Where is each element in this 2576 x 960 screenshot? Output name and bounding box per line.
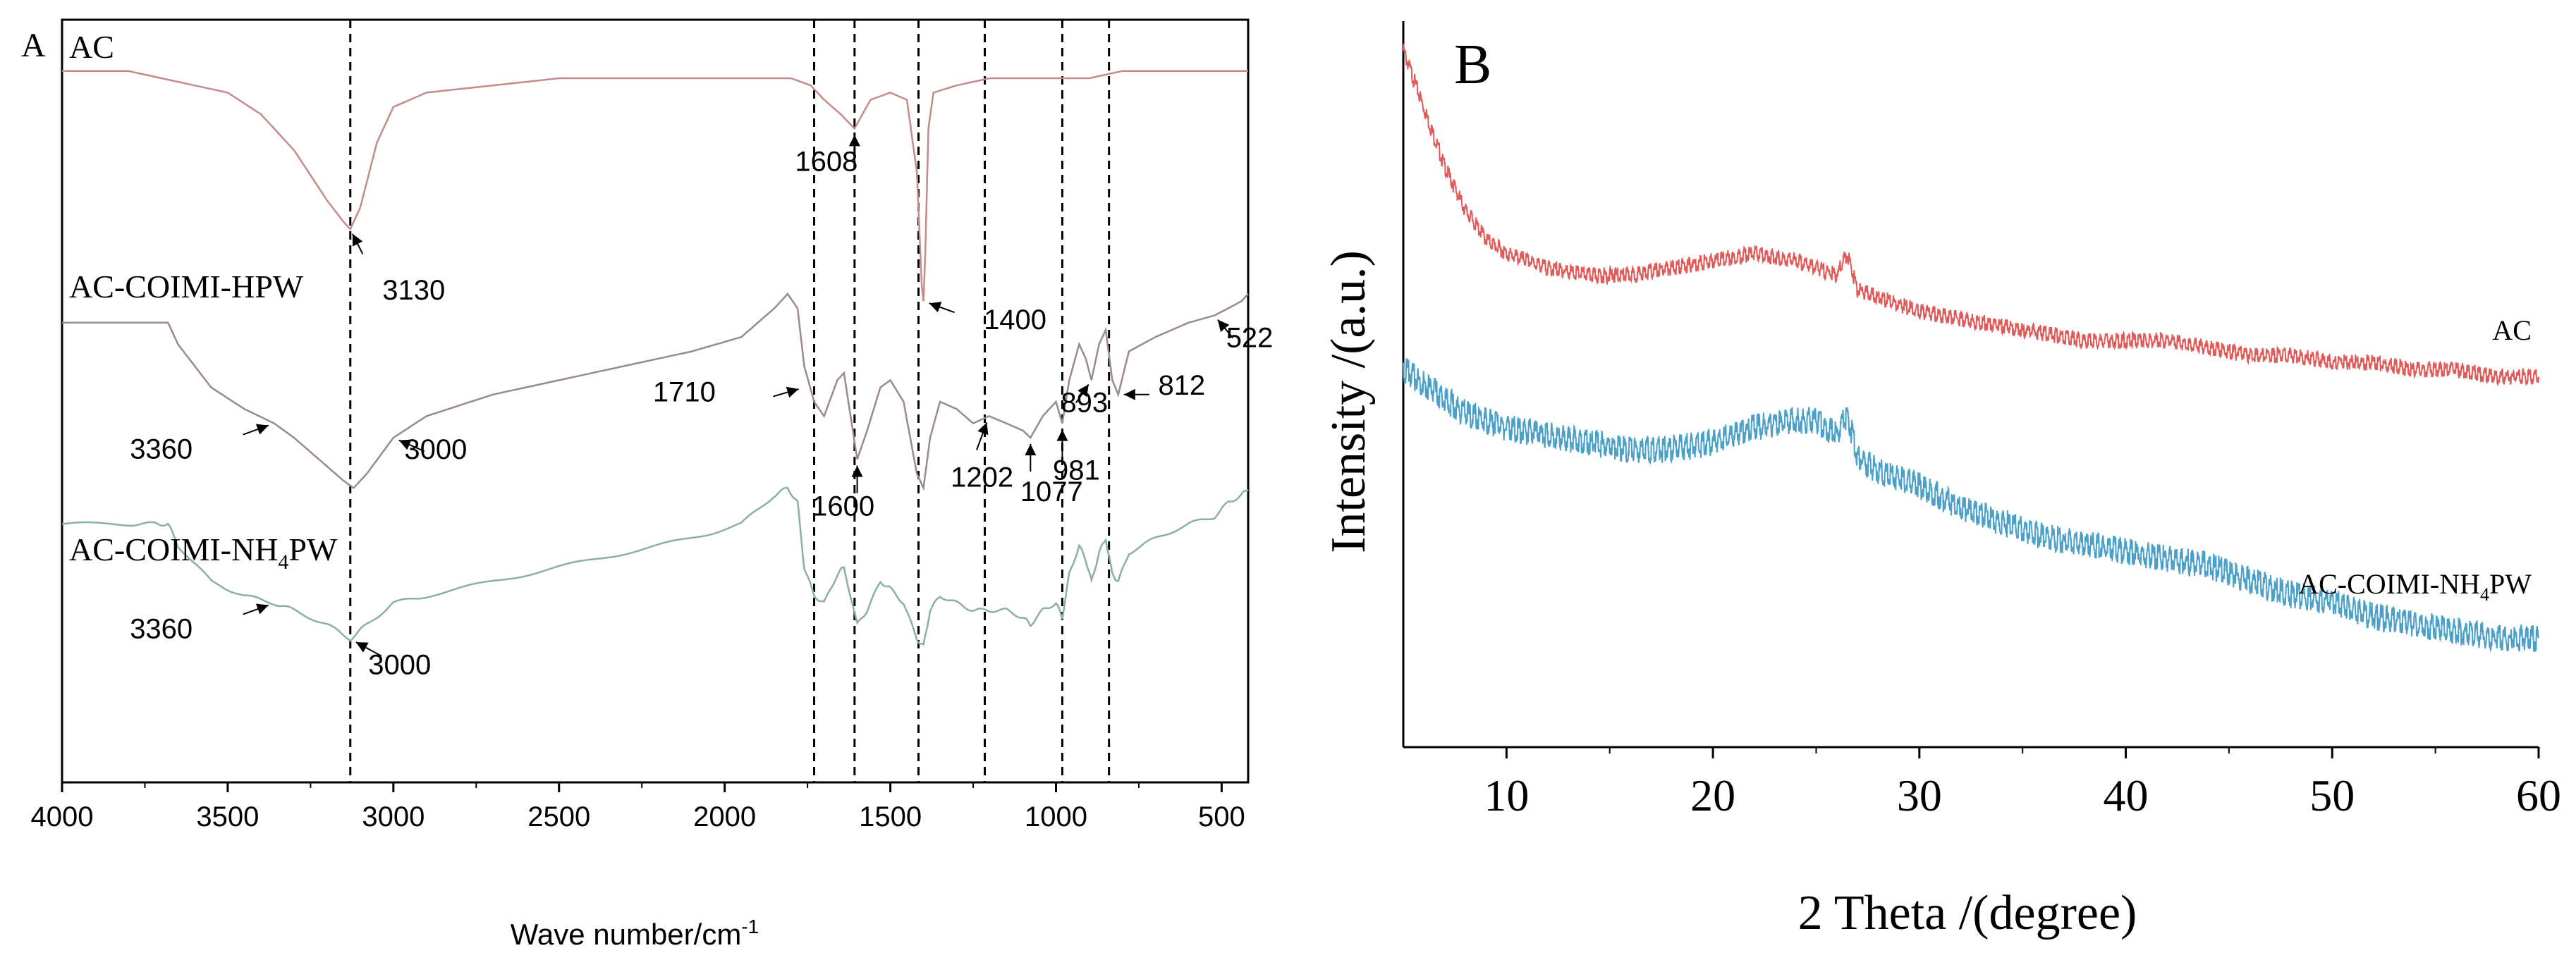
panel-a-x-tick-label: 3500 (196, 801, 259, 832)
panel-a-annotation-label: 812 (1158, 370, 1205, 401)
panel-a-annotation-label: 1600 (812, 491, 874, 522)
panel-b-series-label-nh4pw: AC-COIMI-NH4PW (2298, 568, 2532, 605)
panel-a-series-label-hpw: AC-COIMI-HPW (69, 269, 304, 304)
panel-a-annotation-label: 3000 (368, 650, 431, 681)
panel-b-series-label-nh4pw-sub: 4 (2480, 584, 2489, 605)
panel-a-annotation-label: 3360 (130, 434, 193, 465)
panel-b-x-axis: 10 20 30 40 50 60 (1484, 747, 2561, 820)
panel-a-annotation-arrowhead (255, 603, 269, 615)
panel-a-x-tick-label: 500 (1198, 801, 1245, 832)
panel-a-annotation-label: 1710 (653, 377, 716, 408)
panel-a-annotation-arrowhead (977, 422, 989, 436)
panel-a-annotation-label: 1400 (984, 304, 1046, 336)
panel-a-annotation-arrowhead (929, 302, 942, 313)
panel-b-x-tick-label: 40 (2104, 770, 2149, 820)
panel-a-annotation-arrowhead (355, 642, 369, 653)
panel-a-annotation-arrowhead (1078, 384, 1089, 398)
panel-b-x-tick-label: 20 (1690, 770, 1735, 820)
panel-a-series-line-ac-coimi-nh4pw (61, 486, 1249, 646)
panel-a-annotation-arrowhead (1056, 429, 1068, 441)
panel-a-annotation-label: 1608 (795, 146, 857, 177)
panel-b-series-label-nh4pw-prefix: AC-COIMI-NH (2298, 568, 2480, 600)
panel-a-annotation-label: 981 (1053, 455, 1100, 486)
panel-a-series-label-hpw-text: AC-COIMI-HPW (69, 269, 304, 304)
panel-a-annotation-label: 1077 (1020, 476, 1083, 507)
panel-a-annotation-arrowhead (786, 386, 799, 398)
panel-a-annotation-label: 3360 (130, 614, 193, 645)
panel-a-x-axis-title: Wave number/cm-1 (511, 916, 759, 951)
panel-a-label: A (21, 27, 46, 64)
panel-a-series-label-nh4pw-prefix: AC-COIMI-NH (69, 531, 278, 567)
panel-b-series (1403, 44, 2539, 653)
panel-b-x-tick-label: 60 (2516, 770, 2561, 820)
panel-b-y-axis-title: Intensity /(a.u.) (1321, 250, 1376, 553)
panel-a-x-axis-title-text: Wave number/cm (511, 918, 742, 951)
panel-a-x-tick-label: 1000 (1025, 801, 1087, 832)
panel-b-x-axis-title: 2 Theta /(degree) (1798, 886, 2137, 940)
panel-a-annotation-label: 3000 (404, 434, 467, 465)
panel-b-x-tick-label: 30 (1897, 770, 1942, 820)
panel-a-annotation-arrowhead (352, 233, 363, 247)
panel-a-x-tick-label: 2000 (693, 801, 756, 832)
panel-a-x-tick-label: 3000 (362, 801, 425, 832)
panel-b-series-label-nh4pw-suffix: PW (2489, 568, 2532, 600)
panel-a-annotation-arrowhead (255, 424, 269, 435)
panel-a-annotation-label: 1202 (951, 462, 1013, 493)
panel-a-x-tick-label: 2500 (527, 801, 590, 832)
panel-b-series-label-ac: AC (2492, 314, 2532, 346)
panel-a-annotation-arrowhead (1217, 319, 1230, 333)
panel-b-series-line-ac (1403, 44, 2539, 387)
panel-a-series-line-ac (62, 70, 1248, 302)
panel-a-series-label-nh4pw-sub: 4 (278, 550, 288, 574)
panel-a-annotation-label: 3130 (382, 275, 445, 306)
panel-b-x-tick-label: 50 (2309, 770, 2355, 820)
panel-a-annotation-arrowhead (848, 135, 860, 147)
panel-a-series-label-nh4pw: AC-COIMI-NH4PW (69, 531, 338, 574)
panel-a-x-tick-label: 4000 (31, 801, 94, 832)
panel-a-annotation-label: 893 (1061, 387, 1108, 418)
panel-a-series-label-ac: AC (69, 29, 114, 65)
panel-b-series-line-ac-coimi-nh4pw (1403, 358, 2539, 653)
panel-a-annotation-arrowhead (1123, 388, 1135, 400)
panel-a-x-tick-label: 1500 (859, 801, 922, 832)
panel-a-reference-lines (349, 20, 1111, 782)
panel-a-series-line-ac-coimi-hpw (62, 292, 1249, 491)
panel-a-x-axis-title-sup: -1 (741, 916, 759, 937)
panel-b-label: B (1454, 34, 1491, 96)
panel-a-annotation-label: 522 (1226, 323, 1274, 354)
panel-a-series-label-nh4pw-suffix: PW (288, 531, 338, 567)
panel-a-series (61, 70, 1249, 646)
panel-a-x-axis: 4000 3500 3000 2500 2000 1500 1000 500 (31, 782, 1245, 832)
panel-a-annotation-arrowhead (1025, 444, 1037, 455)
panel-a-plot-frame (61, 18, 1250, 784)
panel-a-annotation-arrowhead (398, 439, 412, 450)
panel-a-annotation-arrowhead (851, 465, 863, 477)
panel-b-x-tick-label: 10 (1484, 770, 1529, 820)
